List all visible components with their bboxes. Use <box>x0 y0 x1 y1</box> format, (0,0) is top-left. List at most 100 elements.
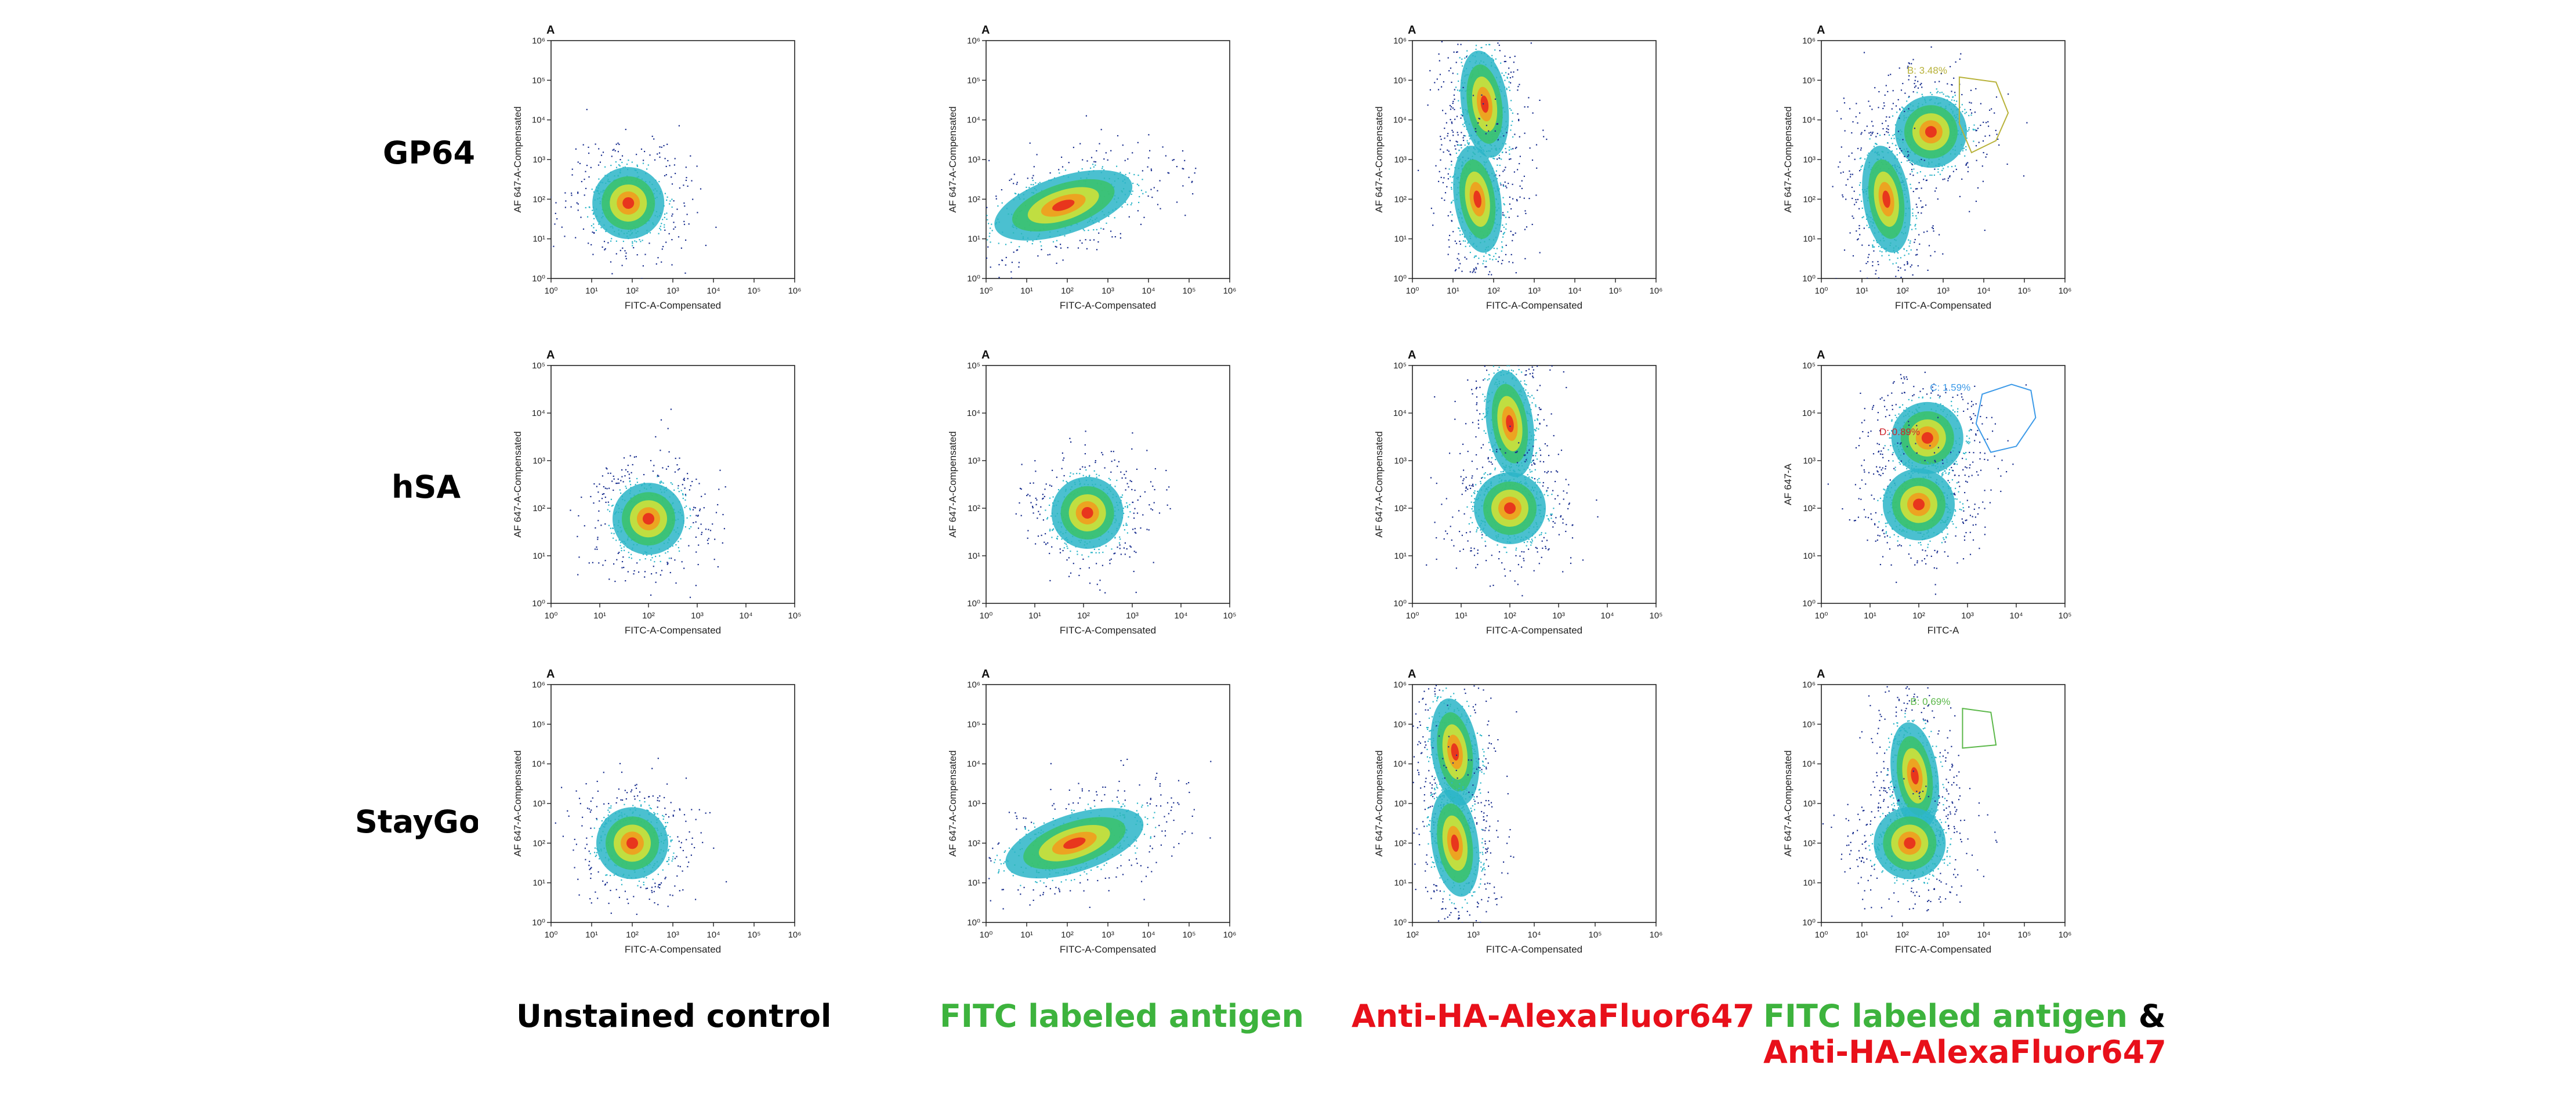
x-tick-label: 10⁵ <box>1650 611 1663 621</box>
x-tick-label: 10⁵ <box>1183 286 1196 296</box>
x-tick-label: 10⁶ <box>1223 286 1237 296</box>
density-cloud <box>551 108 717 278</box>
y-tick-label: 10⁴ <box>1393 115 1407 125</box>
x-tick-label: 10⁵ <box>2018 930 2031 940</box>
flow-panel-hsa-combo: A C: 1.59% D: 0.89% 10⁰ 10¹ 10² 10³ 10⁴ 10⁵ 10⁰ 10… <box>1775 342 2077 656</box>
x-axis-label: FITC-A-Compensated <box>625 944 721 955</box>
y-axis-label: AF 647-A-Compensated <box>1374 431 1385 537</box>
x-tick-label: 10² <box>1896 930 1909 940</box>
y-tick-label: 10³ <box>532 799 545 809</box>
x-tick-label: 10¹ <box>1028 611 1041 621</box>
y-tick-label: 10⁴ <box>532 115 545 125</box>
density-cloud <box>1015 430 1171 593</box>
gate: D: 0.89% <box>1879 426 1920 437</box>
y-tick-label: 10⁴ <box>532 759 545 769</box>
panel-label: A <box>981 349 990 361</box>
x-axis-label: FITC-A-Compensated <box>1486 300 1582 311</box>
x-tick-label: 10² <box>626 930 639 940</box>
y-tick-label: 10³ <box>1394 456 1407 466</box>
column-label-fitc: FITC labeled antigen <box>940 998 1304 1034</box>
flow-plot-svg: A 10⁰ 10¹ 10² 10³ 10⁴ 10⁵ 10⁶ 10⁰ 10¹ 10² 10³ 10⁴ 10⁵… <box>947 668 1236 955</box>
panel-label: A <box>981 668 990 681</box>
x-tick-label: 10³ <box>1102 286 1114 296</box>
flow-panel-hsa-unstained: A 10⁰ 10¹ 10² 10³ 10⁴ 10⁵ 10⁰ 10¹ 10² 10³ 10⁴ 10⁵ FIT… <box>505 342 806 656</box>
density-cloud <box>1426 365 1599 596</box>
y-tick-label: 10⁰ <box>967 274 980 284</box>
column-label-combo: FITC labeled antigen & <box>1763 998 2166 1034</box>
y-tick-label: 10⁵ <box>967 75 980 85</box>
axes: 10⁰ 10¹ 10² 10³ 10⁴ 10⁵ 10⁶ 10⁰ 10¹ 10² 10³ 10⁴ 10⁵ 1… <box>1393 36 1663 296</box>
flow-plot-svg: A 10⁰ 10¹ 10² 10³ 10⁴ 10⁵ 10⁰ 10¹ 10² 10³ 10⁴ 10⁵ FIT… <box>947 349 1236 636</box>
y-axis-label: AF 647-A <box>1782 463 1794 505</box>
axes: 10⁰ 10¹ 10² 10³ 10⁴ 10⁵ 10⁰ 10¹ 10² 10³ 10⁴ 10⁵ <box>1393 361 1663 621</box>
density-contour <box>1904 837 1916 849</box>
x-tick-label: 10⁵ <box>1183 930 1196 940</box>
x-tick-label: 10¹ <box>1864 611 1876 621</box>
axes: 10⁰ 10¹ 10² 10³ 10⁴ 10⁵ 10⁶ 10⁰ 10¹ 10² 10³ 10⁴ 10⁵ 1… <box>1802 680 2072 940</box>
x-tick-label: 10³ <box>1102 930 1114 940</box>
y-tick-label: 10² <box>1803 504 1816 513</box>
y-tick-label: 10² <box>1394 194 1407 204</box>
flow-plot-svg: A 10⁰ 10¹ 10² 10³ 10⁴ 10⁵ 10⁰ 10¹ 10² 10³ 10⁴ 10⁵ FIT… <box>512 349 801 636</box>
density-contour <box>1451 743 1459 761</box>
flow-panel-gp64-unstained: A 10⁰ 10¹ 10² 10³ 10⁴ 10⁵ 10⁶ 10⁰ 10¹ 10² 10³ 10⁴ 10⁵… <box>505 17 806 331</box>
x-tick-label: 10² <box>642 611 655 621</box>
y-tick-label: 10¹ <box>532 234 545 244</box>
y-tick-label: 10⁴ <box>967 759 980 769</box>
flow-plot-svg: AC: 1.59%D: 0.89%10⁰ 10¹ 10² 10³ 10⁴ 10⁵10⁰10… <box>1782 349 2071 636</box>
y-tick-label: 10² <box>1394 838 1407 848</box>
y-tick-label: 10⁰ <box>1393 274 1407 284</box>
x-tick-label: 10⁰ <box>545 611 558 621</box>
y-tick-label: 10⁴ <box>1802 115 1816 125</box>
density-contour <box>1451 834 1459 852</box>
x-axis-label: FITC-A-Compensated <box>1895 944 1991 955</box>
y-tick-label: 10⁶ <box>1802 36 1816 46</box>
x-tick-label: 10⁴ <box>1142 286 1155 296</box>
panel-label: A <box>546 349 555 361</box>
x-tick-label: 10⁴ <box>1568 286 1581 296</box>
y-tick-label: 10³ <box>1803 155 1816 165</box>
flow-panel-hsa-anti: A 10⁰ 10¹ 10² 10³ 10⁴ 10⁵ 10⁰ 10¹ 10² 10³ 10⁴ 10⁵ FIT… <box>1366 342 1668 656</box>
x-tick-label: 10⁰ <box>1406 611 1419 621</box>
y-tick-label: 10³ <box>1394 799 1407 809</box>
y-tick-label: 10¹ <box>968 878 980 888</box>
gate-label: B: 3.48% <box>1907 65 1947 76</box>
density-cloud <box>1418 41 1548 276</box>
density-contour <box>1480 95 1489 113</box>
flow-panel-hsa-fitc: A 10⁰ 10¹ 10² 10³ 10⁴ 10⁵ 10⁰ 10¹ 10² 10³ 10⁴ 10⁵ FIT… <box>940 342 1241 656</box>
y-tick-label: 10² <box>968 504 980 513</box>
density-contour <box>1911 767 1919 785</box>
y-tick-label: 10² <box>968 838 980 848</box>
x-tick-label: 10³ <box>691 611 704 621</box>
y-tick-label: 10³ <box>532 456 545 466</box>
y-tick-label: 10³ <box>1803 799 1816 809</box>
y-tick-label: 10⁵ <box>1802 719 1816 729</box>
y-tick-label: 10⁵ <box>967 361 980 371</box>
x-tick-label: 10¹ <box>1020 286 1033 296</box>
x-tick-label: 10⁴ <box>707 286 720 296</box>
x-tick-label: 10⁵ <box>2018 286 2031 296</box>
x-tick-label: 10⁵ <box>748 286 761 296</box>
density-contour <box>1081 506 1093 519</box>
y-tick-label: 10⁶ <box>1393 680 1407 690</box>
y-tick-label: 10⁰ <box>1802 274 1816 284</box>
y-tick-label: 10⁴ <box>1393 759 1407 769</box>
y-tick-label: 10² <box>1394 504 1407 513</box>
flow-plot-svg: AB: 0.69%10⁰ 10¹ 10² 10³ 10⁴ 10⁵ 10⁶10⁰10¹10²1… <box>1782 668 2072 955</box>
x-tick-label: 10⁵ <box>748 930 761 940</box>
x-tick-label: 10¹ <box>585 930 598 940</box>
column-label-anti: Anti-HA-AlexaFluor647 <box>1352 998 1755 1034</box>
flow-plot-svg: A 10² 10³ 10⁴ 10⁵ 10⁶ 10⁰ 10¹ 10² 10³ 10⁴ 10⁵ 10⁶ FIT… <box>1374 668 1662 955</box>
y-axis-label: AF 647-A-Compensated <box>1374 750 1385 856</box>
density-contour <box>1052 200 1075 211</box>
y-tick-label: 10⁵ <box>1393 75 1407 85</box>
y-axis-label: AF 647-A-Compensated <box>512 431 523 537</box>
flow-panel-staygold-fitc: A 10⁰ 10¹ 10² 10³ 10⁴ 10⁵ 10⁶ 10⁰ 10¹ 10² 10³ 10⁴ 10⁵… <box>940 661 1241 975</box>
y-tick-label: 10³ <box>968 456 980 466</box>
x-axis-label: FITC-A-Compensated <box>1060 300 1156 311</box>
axes: 10⁰ 10¹ 10² 10³ 10⁴ 10⁵ 10⁶ 10⁰ 10¹ 10² 10³ 10⁴ 10⁵ 1… <box>1802 36 2072 296</box>
flow-plot-svg: A 10⁰ 10¹ 10² 10³ 10⁴ 10⁵ 10⁶ 10⁰ 10¹ 10² 10³ 10⁴ 10⁵… <box>512 24 801 311</box>
x-tick-label: 10⁴ <box>1142 930 1155 940</box>
y-axis-label: AF 647-A-Compensated <box>947 106 958 212</box>
density-contour <box>1473 190 1481 208</box>
